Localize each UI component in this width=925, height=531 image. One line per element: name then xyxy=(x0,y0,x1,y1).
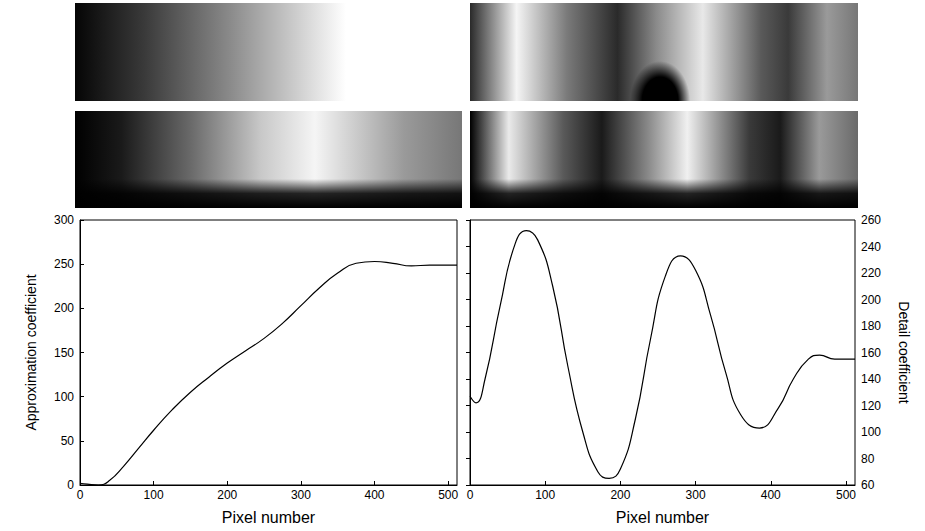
svg-text:100: 100 xyxy=(54,390,74,404)
svg-text:300: 300 xyxy=(686,488,706,502)
svg-text:200: 200 xyxy=(610,488,630,502)
svg-text:250: 250 xyxy=(54,257,74,271)
svg-text:260: 260 xyxy=(861,213,881,227)
svg-text:100: 100 xyxy=(861,425,881,439)
svg-text:240: 240 xyxy=(861,240,881,254)
svg-text:80: 80 xyxy=(861,452,875,466)
svg-text:200: 200 xyxy=(54,301,74,315)
svg-text:150: 150 xyxy=(54,346,74,360)
svg-text:60: 60 xyxy=(861,478,875,492)
svg-text:180: 180 xyxy=(861,319,881,333)
svg-text:Pixel number: Pixel number xyxy=(222,509,316,526)
svg-text:160: 160 xyxy=(861,346,881,360)
svg-text:Pixel number: Pixel number xyxy=(616,509,710,526)
svg-text:400: 400 xyxy=(365,488,385,502)
svg-text:300: 300 xyxy=(291,488,311,502)
svg-text:220: 220 xyxy=(861,266,881,280)
svg-text:100: 100 xyxy=(535,488,555,502)
svg-text:500: 500 xyxy=(438,488,458,502)
svg-text:Detail coefficient: Detail coefficient xyxy=(896,301,912,404)
svg-text:0: 0 xyxy=(77,488,84,502)
svg-text:100: 100 xyxy=(144,488,164,502)
svg-text:300: 300 xyxy=(54,213,74,227)
svg-text:120: 120 xyxy=(861,399,881,413)
svg-text:140: 140 xyxy=(861,372,881,386)
svg-text:200: 200 xyxy=(861,293,881,307)
svg-text:500: 500 xyxy=(836,488,856,502)
svg-text:0: 0 xyxy=(467,488,474,502)
svg-text:400: 400 xyxy=(761,488,781,502)
svg-text:Approximation coefficient: Approximation coefficient xyxy=(23,274,39,430)
svg-text:0: 0 xyxy=(67,478,74,492)
svg-text:50: 50 xyxy=(61,434,75,448)
svg-text:200: 200 xyxy=(217,488,237,502)
